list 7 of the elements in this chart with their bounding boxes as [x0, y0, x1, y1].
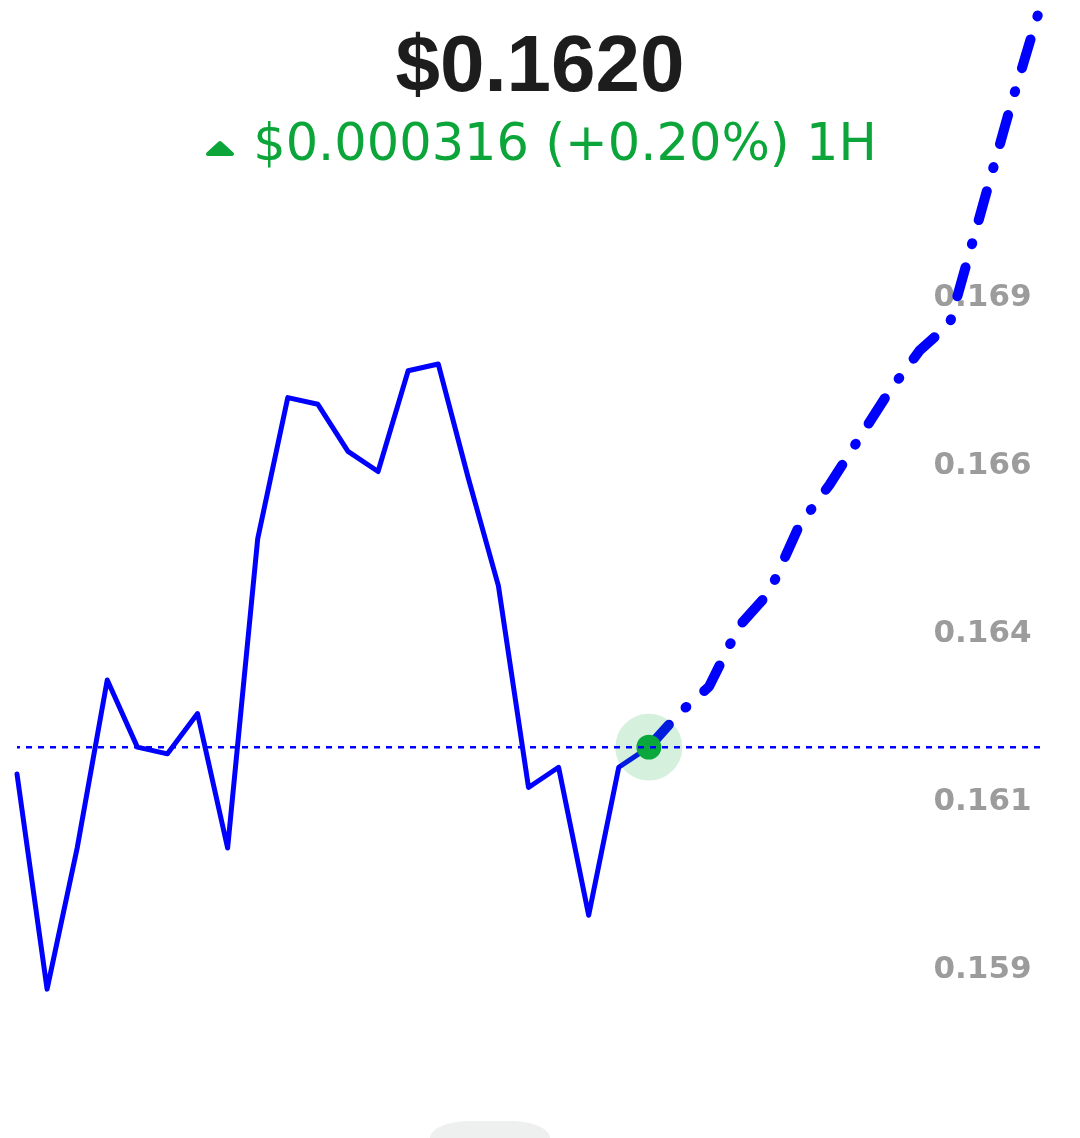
y-tick-label: 0.159 [933, 949, 1032, 986]
y-tick-label: 0.161 [933, 781, 1032, 818]
text: $0.000316 (+0.20%) 1H [253, 113, 877, 172]
y-tick-label: 0.164 [933, 613, 1032, 650]
chart-title: $0.1620 [395, 19, 685, 108]
y-tick-label: 0.166 [933, 445, 1032, 482]
y-tick-label: 0.169 [933, 277, 1032, 314]
